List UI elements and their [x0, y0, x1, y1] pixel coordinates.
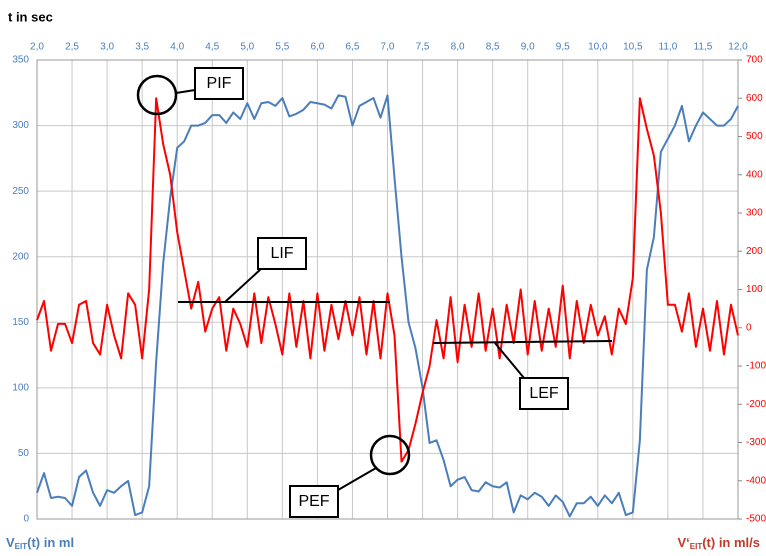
label-rest: (t) in ml/s — [702, 535, 760, 550]
annotation-line — [494, 342, 525, 379]
x-tick-label: 12,0 — [728, 42, 748, 53]
x-tick-label: 5,0 — [240, 42, 254, 53]
annotation-label: LIF — [270, 245, 293, 262]
y2-tick-label: -500 — [746, 514, 766, 525]
x-tick-label: 2,5 — [65, 42, 79, 53]
y-tick-label: 300 — [12, 120, 29, 131]
annotation-label: LEF — [529, 385, 559, 402]
y2-tick-label: -200 — [746, 399, 766, 410]
x-tick-label: 7,5 — [416, 42, 430, 53]
label-main: V — [6, 535, 15, 550]
y2-tick-label: 200 — [746, 246, 763, 257]
annotation-line — [337, 467, 377, 491]
y-tick-label: 200 — [12, 251, 29, 262]
y-tick-label: 250 — [12, 186, 29, 197]
x-tick-label: 6,5 — [345, 42, 359, 53]
y2-tick-label: 600 — [746, 93, 763, 104]
annotation-box — [194, 67, 244, 100]
x-tick-label: 4,0 — [170, 42, 184, 53]
x-tick-label: 9,5 — [556, 42, 570, 53]
y2-tick-label: 100 — [746, 284, 763, 295]
y2-tick-label: 500 — [746, 131, 763, 142]
x-tick-label: 11,0 — [659, 42, 678, 53]
y-tick-label: 50 — [18, 448, 30, 459]
y2-tick-label: -400 — [746, 475, 766, 486]
y2-axis-title: V‘EIT(t) in ml/s — [677, 535, 760, 551]
x-tick-label: 9,0 — [521, 42, 535, 53]
annotation-label: PEF — [298, 493, 329, 510]
annotation-line — [175, 89, 196, 94]
x-tick-label: 8,5 — [486, 42, 500, 53]
x-tick-label: 11,5 — [694, 42, 713, 53]
x-tick-label: 2,0 — [30, 42, 44, 53]
x-tick-label: 10,0 — [588, 42, 608, 53]
x-tick-label: 6,0 — [310, 42, 324, 53]
label-rest: (t) in ml — [27, 535, 74, 550]
annotation-box — [257, 237, 307, 270]
y2-tick-label: 0 — [746, 322, 752, 333]
series-line — [36, 97, 739, 463]
x-tick-label: 7,0 — [381, 42, 395, 53]
label-sub: EIT — [15, 542, 28, 551]
label-main: V‘ — [677, 535, 689, 550]
plot-frame — [36, 59, 739, 520]
x-tick-label: 10,5 — [623, 42, 643, 53]
x-tick-label: 4,5 — [205, 42, 219, 53]
y2-tick-label: -300 — [746, 437, 766, 448]
annotation-line — [224, 267, 263, 303]
annotation-circle — [136, 74, 178, 116]
y2-tick-label: 300 — [746, 208, 763, 219]
y-tick-label: 150 — [12, 317, 29, 328]
y-tick-label: 350 — [12, 55, 29, 66]
y2-tick-label: -100 — [746, 361, 766, 372]
x-tick-label: 8,0 — [451, 42, 465, 53]
y-tick-label: 0 — [23, 514, 29, 525]
y2-tick-label: 400 — [746, 169, 763, 180]
x-tick-label: 5,5 — [275, 42, 289, 53]
x-tick-label: 3,5 — [135, 42, 149, 53]
y-tick-label: 100 — [12, 382, 29, 393]
annotation-box — [289, 485, 339, 518]
y-axis-title: VEIT(t) in ml — [6, 535, 74, 551]
annotation-circle — [369, 434, 411, 476]
annotation-line — [432, 340, 613, 344]
y2-tick-label: 700 — [746, 55, 763, 66]
x-axis-title: t in sec — [8, 9, 53, 24]
series-line — [36, 94, 739, 518]
annotation-label: PIF — [207, 75, 232, 92]
annotation-box — [519, 377, 569, 410]
label-sub: EIT — [690, 542, 703, 551]
x-tick-label: 3,0 — [100, 42, 114, 53]
